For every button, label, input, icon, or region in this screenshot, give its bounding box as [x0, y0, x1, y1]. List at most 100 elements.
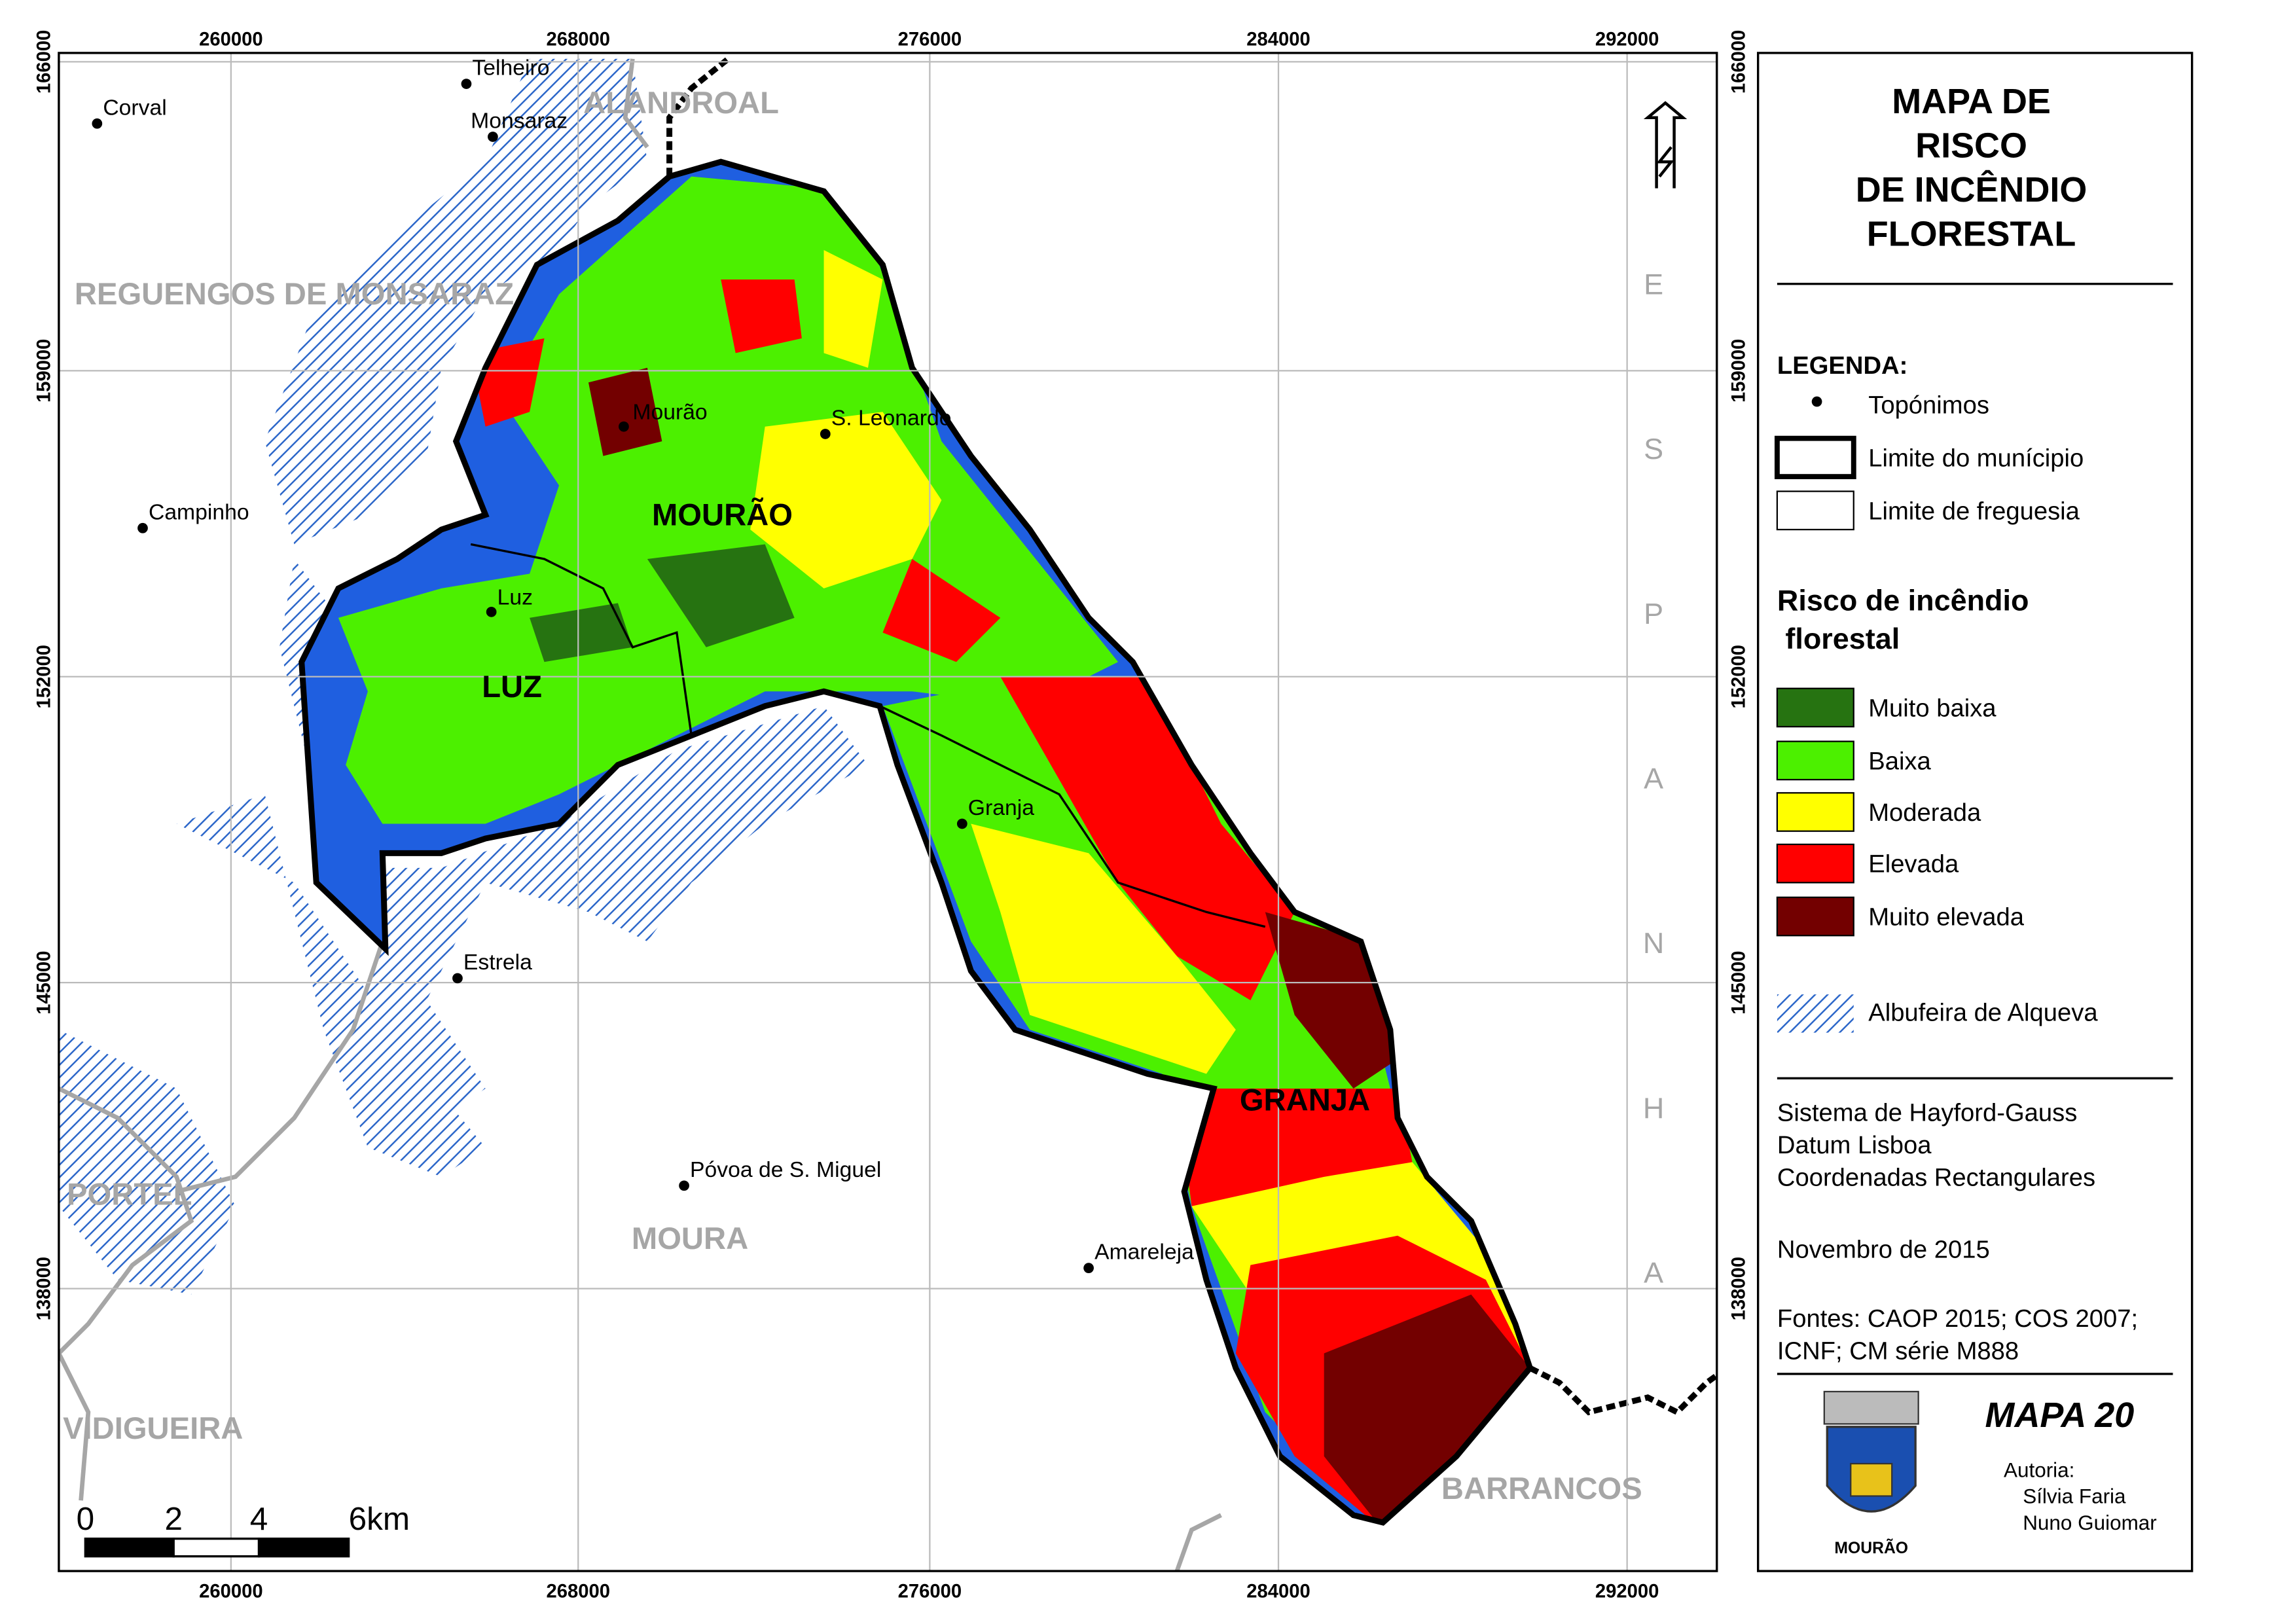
- place-marker: [820, 429, 831, 439]
- map-labels: Corval Telheiro Monsaraz Campinho Mourão S. L…: [63, 56, 1664, 1558]
- x-coord-label: 268000: [547, 1581, 610, 1602]
- x-coord-label: 268000: [547, 29, 610, 50]
- place-marker: [452, 973, 463, 984]
- legend-dot: [1811, 396, 1822, 407]
- scale-bar-segment: [257, 1537, 350, 1558]
- place-marker: [1083, 1263, 1094, 1274]
- coordinate-grid: 260000 260000 268000 268000 276000 276000 2840…: [33, 29, 1749, 1602]
- place-label: Telheiro: [472, 56, 549, 81]
- y-coord-label: 159000: [33, 339, 54, 403]
- x-coord-label: 260000: [199, 29, 262, 50]
- legend-heading: LEGENDA:: [1777, 352, 1907, 380]
- y-coord-label: 145000: [33, 950, 54, 1014]
- place-marker: [679, 1180, 689, 1191]
- place-label: Póvoa de S. Miguel: [690, 1157, 881, 1182]
- country-letter: P: [1644, 597, 1663, 630]
- reservoir: [58, 58, 868, 1295]
- region-label: VIDIGUEIRA: [63, 1411, 243, 1446]
- y-coord-label: 138000: [33, 1257, 54, 1320]
- country-letter: S: [1644, 432, 1663, 465]
- country-letter: A: [1644, 1256, 1663, 1290]
- country-letter: E: [1644, 267, 1663, 300]
- y-coord-label: 166000: [1728, 30, 1749, 94]
- legend-label: Muito baixa: [1868, 694, 1997, 722]
- place-label: S. Leonardo: [831, 405, 952, 430]
- legend-label: Topónimos: [1868, 391, 1989, 419]
- legend-swatch: [1774, 435, 1856, 480]
- country-letter: N: [1643, 926, 1664, 960]
- map-title: MAPA DE: [1892, 82, 2051, 121]
- scale-label: 4: [250, 1501, 268, 1537]
- country-letter: H: [1643, 1091, 1664, 1125]
- x-coord-label: 292000: [1595, 29, 1659, 50]
- region-label: PORTEL: [67, 1178, 192, 1212]
- place-marker: [137, 522, 148, 533]
- scale-bar-segment: [172, 1537, 261, 1558]
- authorship-label: Autoria:: [2004, 1458, 2074, 1481]
- scale-label: 0: [77, 1501, 95, 1537]
- crest-castle: [1850, 1462, 1893, 1497]
- scale-bar-segment: [84, 1537, 175, 1558]
- parish-label: LUZ: [482, 670, 542, 704]
- legend-swatch: [1776, 843, 1854, 884]
- x-coord-label: 284000: [1246, 1581, 1310, 1602]
- x-coord-label: 284000: [1246, 29, 1310, 50]
- map-title: RISCO: [1915, 126, 2027, 165]
- legend-swatch: [1776, 896, 1854, 937]
- scale-label: 6km: [349, 1501, 410, 1537]
- legend-label: Muito elevada: [1868, 903, 2025, 931]
- map-frame: [58, 52, 1718, 1572]
- crest-crown: [1823, 1390, 1919, 1425]
- north-arrow: [1643, 101, 1688, 189]
- y-coord-label: 159000: [1728, 339, 1749, 403]
- sources-text: Fontes: CAOP 2015; COS 2007;: [1777, 1305, 2138, 1333]
- legend-swatch: [1776, 740, 1854, 781]
- municipality-boundary: [298, 158, 1534, 1526]
- y-coord-label: 152000: [33, 645, 54, 708]
- legend-swatch: [1777, 994, 1854, 1033]
- place-marker: [486, 607, 497, 617]
- legend-label: Elevada: [1868, 850, 1959, 878]
- parish-label: GRANJA: [1240, 1083, 1370, 1118]
- place-label: Corval: [103, 95, 166, 120]
- risk-heading: Risco de incêndio: [1777, 584, 2029, 617]
- legend-label: Limite do munícipio: [1868, 444, 2084, 472]
- map-title: FLORESTAL: [1867, 214, 2076, 253]
- y-coord-label: 166000: [33, 30, 54, 94]
- legend-label: Albufeira de Alqueva: [1868, 999, 2098, 1027]
- place-marker: [619, 421, 629, 432]
- date-text: Novembro de 2015: [1777, 1235, 1990, 1263]
- legend-swatch: [1776, 687, 1854, 728]
- place-label: Luz: [497, 585, 533, 610]
- place-marker: [92, 118, 103, 129]
- map-title: DE INCÊNDIO: [1856, 170, 2087, 209]
- place-label: Estrela: [463, 950, 532, 975]
- legend-label: Moderada: [1868, 799, 1981, 827]
- place-label: Amareleja: [1094, 1240, 1194, 1265]
- place-label: Mourão: [632, 399, 707, 424]
- y-coord-label: 138000: [1728, 1257, 1749, 1320]
- legend-swatch: [1776, 490, 1854, 531]
- x-coord-label: 260000: [199, 1581, 262, 1602]
- national-border: [666, 56, 1717, 1416]
- x-coord-label: 276000: [898, 1581, 962, 1602]
- country-letter: A: [1644, 762, 1663, 795]
- map-number: MAPA 20: [1985, 1396, 2135, 1435]
- sources-text: ICNF; CM série M888: [1777, 1337, 2019, 1365]
- parish-boundary: [470, 543, 1266, 928]
- parish-label: MOURÃO: [652, 496, 793, 532]
- place-marker: [956, 818, 967, 829]
- x-coord-label: 292000: [1595, 1581, 1659, 1602]
- legend-swatch: [1776, 792, 1854, 832]
- y-coord-label: 152000: [1728, 645, 1749, 708]
- region-label: MOURA: [632, 1221, 748, 1256]
- reference-text: Coordenadas Rectangulares: [1777, 1163, 2095, 1191]
- reference-text: Sistema de Hayford-Gauss: [1777, 1098, 2077, 1127]
- place-label: Campinho: [149, 499, 249, 524]
- place-marker: [488, 132, 498, 142]
- legend-label: Limite de freguesia: [1868, 497, 2080, 525]
- region-label: ALANDROAL: [583, 86, 779, 120]
- place-marker: [461, 79, 472, 89]
